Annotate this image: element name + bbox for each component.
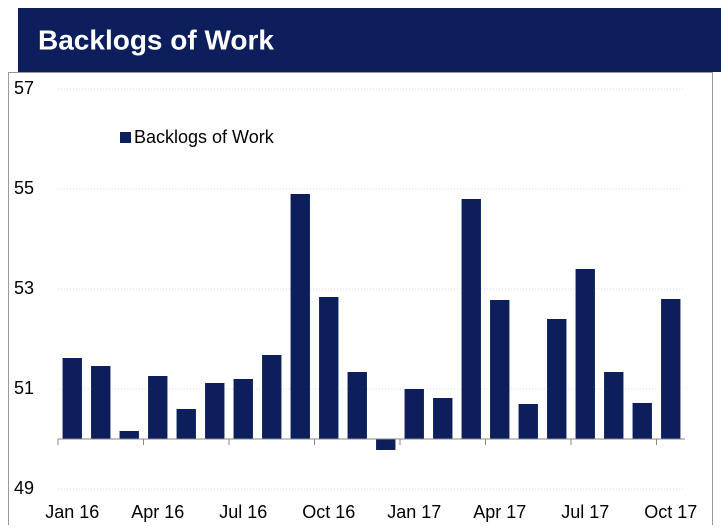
bar xyxy=(91,366,111,439)
bar xyxy=(148,376,168,439)
bar xyxy=(632,403,652,439)
bar xyxy=(661,299,681,439)
bar xyxy=(376,439,396,450)
bar xyxy=(490,300,510,439)
y-tick-label: 51 xyxy=(14,378,34,398)
bar xyxy=(176,409,196,439)
bar xyxy=(575,269,595,439)
x-tick-label: Jan 16 xyxy=(45,502,99,522)
bar xyxy=(119,431,139,439)
x-tick-label: Apr 16 xyxy=(131,502,184,522)
y-tick-label: 49 xyxy=(14,478,34,498)
chart-frame xyxy=(8,72,713,530)
legend-label: Backlogs of Work xyxy=(134,127,275,147)
bar xyxy=(404,389,424,439)
y-tick-label: 57 xyxy=(14,78,34,98)
bar xyxy=(319,297,339,439)
x-tick-label: Jul 16 xyxy=(219,502,267,522)
x-tick-label: Jul 17 xyxy=(561,502,609,522)
x-tick-label: Apr 17 xyxy=(473,502,526,522)
legend-swatch xyxy=(120,132,131,143)
bar xyxy=(62,358,82,439)
bar xyxy=(290,194,310,439)
x-tick-label: Jan 17 xyxy=(387,502,441,522)
x-tick-label: Oct 17 xyxy=(644,502,697,522)
bar xyxy=(233,379,253,439)
bar xyxy=(547,319,567,439)
bar xyxy=(433,398,453,439)
chart-title: Backlogs of Work xyxy=(38,24,274,55)
bar xyxy=(205,383,225,439)
x-tick-label: Oct 16 xyxy=(302,502,355,522)
y-tick-label: 55 xyxy=(14,178,34,198)
bar xyxy=(262,355,282,439)
bar xyxy=(518,404,538,439)
y-tick-label: 53 xyxy=(14,278,34,298)
header-band xyxy=(18,8,721,72)
bar xyxy=(347,372,367,439)
bar xyxy=(604,372,624,439)
bar xyxy=(461,199,481,439)
